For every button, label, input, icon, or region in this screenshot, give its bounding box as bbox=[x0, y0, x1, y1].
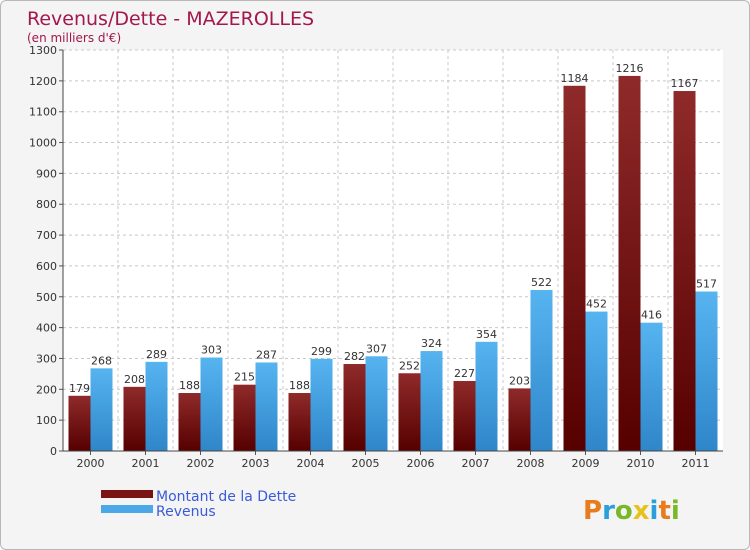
data-label-revenus: 522 bbox=[531, 276, 552, 289]
bar-dette bbox=[618, 75, 641, 451]
y-tick-label: 700 bbox=[36, 229, 57, 242]
data-label-dette: 215 bbox=[234, 371, 255, 384]
data-label-dette: 179 bbox=[69, 382, 90, 395]
brand-logo-text: Proxiti bbox=[583, 496, 680, 526]
data-label-revenus: 289 bbox=[146, 348, 167, 361]
bar-dette bbox=[563, 85, 586, 451]
bar-revenus bbox=[310, 358, 333, 451]
logo-letter-x: x bbox=[633, 496, 650, 526]
logo-letter-r: r bbox=[602, 496, 615, 526]
data-label-dette: 282 bbox=[344, 350, 365, 363]
axes: 0 100 200 300 400 500 600 700 800 900 1000 1100 1200… bbox=[29, 44, 723, 470]
bar-dette bbox=[673, 91, 696, 451]
data-label-dette: 1167 bbox=[671, 77, 699, 90]
bar-dette bbox=[453, 380, 476, 451]
bar-dette bbox=[178, 393, 201, 451]
x-tick-label: 2002 bbox=[187, 457, 215, 470]
y-tick-label: 600 bbox=[36, 260, 57, 273]
logo-letter-i2: i bbox=[671, 496, 680, 526]
data-label-dette: 1216 bbox=[616, 62, 644, 75]
bar-revenus bbox=[365, 356, 388, 451]
y-tick-label: 500 bbox=[36, 291, 57, 304]
data-label-revenus: 416 bbox=[641, 309, 662, 322]
x-tick-label: 2000 bbox=[77, 457, 105, 470]
grid bbox=[63, 49, 723, 452]
logo-letter-p: P bbox=[583, 496, 602, 526]
bar-revenus bbox=[255, 362, 278, 451]
chart-title: Revenus/Dette - MAZEROLLES bbox=[27, 8, 314, 30]
bar-dette bbox=[288, 393, 311, 451]
legend-swatch-revenus bbox=[101, 505, 153, 513]
data-label-revenus: 268 bbox=[91, 354, 112, 367]
y-tick-label: 1100 bbox=[29, 106, 57, 119]
bar-revenus bbox=[640, 322, 663, 451]
bar-dette bbox=[68, 395, 91, 451]
data-label-dette: 252 bbox=[399, 359, 420, 372]
bar-revenus bbox=[475, 341, 498, 451]
bar-revenus bbox=[420, 351, 443, 451]
y-tick-label: 1000 bbox=[29, 137, 57, 150]
bar-revenus bbox=[530, 289, 553, 451]
x-tick-label: 2011 bbox=[682, 457, 710, 470]
bar-revenus bbox=[585, 311, 608, 451]
bar-dette bbox=[398, 373, 421, 451]
x-tick-label: 2007 bbox=[462, 457, 490, 470]
bar-revenus bbox=[695, 291, 718, 451]
data-label-revenus: 517 bbox=[696, 278, 717, 291]
x-tick-label: 2003 bbox=[242, 457, 270, 470]
data-label-revenus: 303 bbox=[201, 344, 222, 357]
data-label-dette: 208 bbox=[124, 373, 145, 386]
x-tick-label: 2005 bbox=[352, 457, 380, 470]
y-tick-label: 900 bbox=[36, 167, 57, 180]
data-label-revenus: 324 bbox=[421, 337, 442, 350]
data-label-dette: 227 bbox=[454, 367, 475, 380]
x-tick-label: 2008 bbox=[517, 457, 545, 470]
y-tick-label: 100 bbox=[36, 414, 57, 427]
bar-dette bbox=[343, 364, 366, 451]
y-tick-label: 300 bbox=[36, 352, 57, 365]
logo-letter-i1: i bbox=[650, 496, 659, 526]
data-label-dette: 203 bbox=[509, 374, 530, 387]
y-tick-label: 1300 bbox=[29, 44, 57, 57]
data-label-revenus: 452 bbox=[586, 298, 607, 311]
data-label-revenus: 354 bbox=[476, 328, 497, 341]
brand-logo: Proxiti bbox=[583, 496, 680, 526]
x-tick-label: 2009 bbox=[572, 457, 600, 470]
legend-label-dette: Montant de la Dette bbox=[156, 489, 296, 505]
legend-label-revenus: Revenus bbox=[156, 504, 216, 520]
data-label-dette: 188 bbox=[179, 379, 200, 392]
x-tick-label: 2010 bbox=[627, 457, 655, 470]
bar-revenus bbox=[90, 368, 113, 451]
x-tick-label: 2001 bbox=[132, 457, 160, 470]
x-tick-label: 2006 bbox=[407, 457, 435, 470]
data-label-revenus: 299 bbox=[311, 345, 332, 358]
bar-revenus bbox=[200, 357, 223, 451]
bar-dette bbox=[123, 386, 146, 451]
y-tick-label: 800 bbox=[36, 198, 57, 211]
data-label-revenus: 287 bbox=[256, 348, 277, 361]
data-label-dette: 188 bbox=[289, 379, 310, 392]
y-tick-label: 0 bbox=[50, 445, 57, 458]
chart-subtitle: (en milliers d'€) bbox=[27, 31, 121, 45]
y-tick-label: 400 bbox=[36, 322, 57, 335]
legend-swatch-dette bbox=[101, 490, 153, 498]
y-tick-label: 1200 bbox=[29, 75, 57, 88]
bar-revenus bbox=[145, 361, 168, 451]
data-label-revenus: 307 bbox=[366, 342, 387, 355]
x-tick-label: 2004 bbox=[297, 457, 325, 470]
logo-letter-t: t bbox=[658, 496, 670, 526]
y-tick-label: 200 bbox=[36, 383, 57, 396]
bar-dette bbox=[233, 384, 256, 451]
logo-letter-o: o bbox=[615, 496, 633, 526]
data-label-dette: 1184 bbox=[561, 72, 589, 85]
bar-dette bbox=[508, 388, 531, 451]
